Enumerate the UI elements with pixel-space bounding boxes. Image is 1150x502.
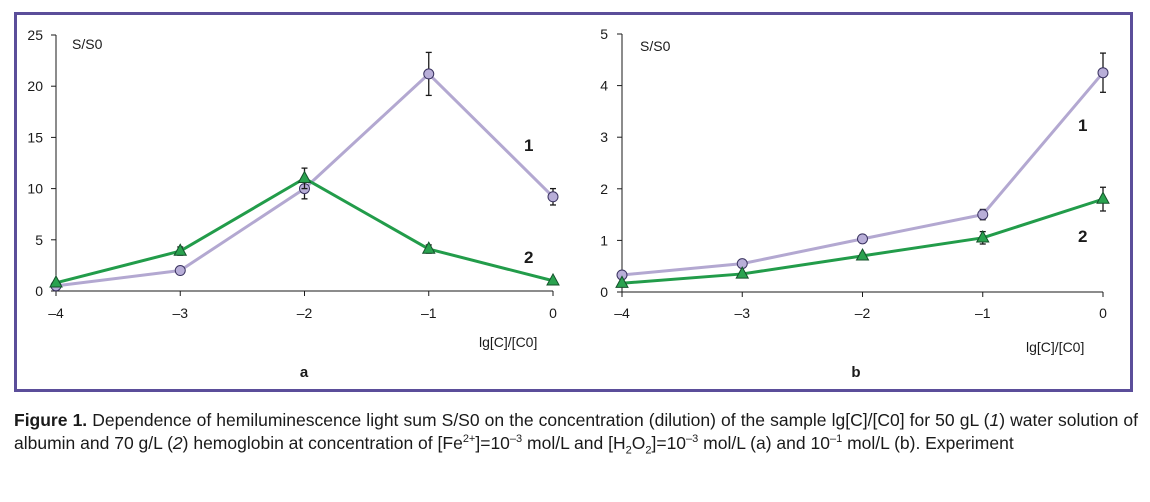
caption-sub: 2 xyxy=(625,444,632,457)
series-label-2: 2 xyxy=(524,248,533,267)
data-point-triangle xyxy=(1096,191,1110,204)
x-axis-label: lg[C]/[C0] xyxy=(1026,339,1084,355)
x-tick-label: –3 xyxy=(172,305,188,321)
figure-frame xyxy=(14,12,1133,392)
caption-text: ]=10 xyxy=(475,433,510,453)
caption-sup: –1 xyxy=(829,433,843,446)
data-point-circle xyxy=(1097,67,1109,79)
caption-text: Dependence of hemiluminescence light sum… xyxy=(87,410,990,430)
x-tick-label: –1 xyxy=(975,305,991,321)
series-label-1: 1 xyxy=(524,136,533,155)
chart-panel-a: 0 5 10 15 20 25 –4 –3 –2 –1 0 S/S0 lg[C]/[C0] a 1 2 xyxy=(27,27,560,381)
caption-sup: –3 xyxy=(686,433,699,446)
x-tick-label: –1 xyxy=(421,305,437,321)
x-tick-label: –4 xyxy=(614,305,630,321)
data-point-circle xyxy=(547,191,559,203)
y-tick-label: 25 xyxy=(27,27,43,43)
series-label-1: 1 xyxy=(1078,116,1087,135)
data-point-triangle xyxy=(49,274,63,288)
x-tick-label: –4 xyxy=(48,305,64,321)
data-point-triangle xyxy=(855,248,870,261)
panel-label: b xyxy=(851,364,860,381)
data-point-triangle xyxy=(297,170,312,184)
caption-sup: 2+ xyxy=(462,433,476,446)
y-tick-label: 15 xyxy=(27,129,43,145)
x-tick-label: –2 xyxy=(297,305,313,321)
panel-label: a xyxy=(300,364,309,381)
y-tick-label: 4 xyxy=(600,78,608,94)
y-tick-label: 1 xyxy=(600,232,608,248)
caption-text: O xyxy=(631,433,646,453)
series-label-2: 2 xyxy=(1078,227,1087,246)
y-tick-label: 0 xyxy=(35,283,43,299)
data-point-triangle xyxy=(615,275,629,288)
caption-sub: 2 xyxy=(645,444,652,457)
y-tick-label: 0 xyxy=(600,284,608,300)
data-point-circle xyxy=(857,233,868,245)
y-tick-label: 2 xyxy=(600,181,608,197)
caption-italic: 1 xyxy=(989,410,1000,430)
y-tick-label: 5 xyxy=(35,232,43,248)
data-point-triangle xyxy=(421,241,436,254)
y-tick-label: 20 xyxy=(27,78,43,94)
data-point-triangle xyxy=(735,266,750,279)
caption-text: mol/L (a) and 10 xyxy=(698,433,830,453)
chart-panel-b: 0 1 2 3 4 5 –4 –3 –2 –1 0 S/S0 lg[C]/[C0] b 1 2 xyxy=(600,26,1110,381)
y-tick-label: 10 xyxy=(27,181,43,197)
series-1-line xyxy=(621,71,1105,277)
x-tick-label: –2 xyxy=(855,305,871,321)
caption-text: ) water solution of albumin and 70 g/L ( xyxy=(14,410,1138,453)
caption-italic: 2 xyxy=(172,433,183,453)
y-axis-label: S/S0 xyxy=(72,36,103,52)
caption-text: mol/L and [H xyxy=(522,433,626,453)
y-tick-label: 5 xyxy=(600,26,608,42)
x-tick-label: 0 xyxy=(549,305,557,321)
data-point-triangle xyxy=(173,243,188,256)
data-point-circle xyxy=(174,265,186,277)
figure-caption: Figure 1. Dependence of hemiluminescence… xyxy=(14,409,1138,457)
data-point-circle xyxy=(423,68,435,80)
data-point-circle xyxy=(977,209,989,221)
data-point-triangle xyxy=(546,272,560,286)
caption-text: mol/L (b). Experiment xyxy=(842,433,1014,453)
y-tick-label: 3 xyxy=(600,129,608,145)
x-tick-label: 0 xyxy=(1099,305,1107,321)
x-tick-label: –3 xyxy=(734,305,750,321)
caption-text: ]=10 xyxy=(651,433,687,453)
caption-text: ) hemoglobin at concentration of [Fe xyxy=(182,433,463,453)
x-axis-label: lg[C]/[C0] xyxy=(479,334,537,350)
y-axis-label: S/S0 xyxy=(640,38,671,54)
data-point-triangle xyxy=(975,229,990,243)
caption-label: Figure 1. xyxy=(14,410,88,430)
caption-sup: –3 xyxy=(509,433,523,446)
